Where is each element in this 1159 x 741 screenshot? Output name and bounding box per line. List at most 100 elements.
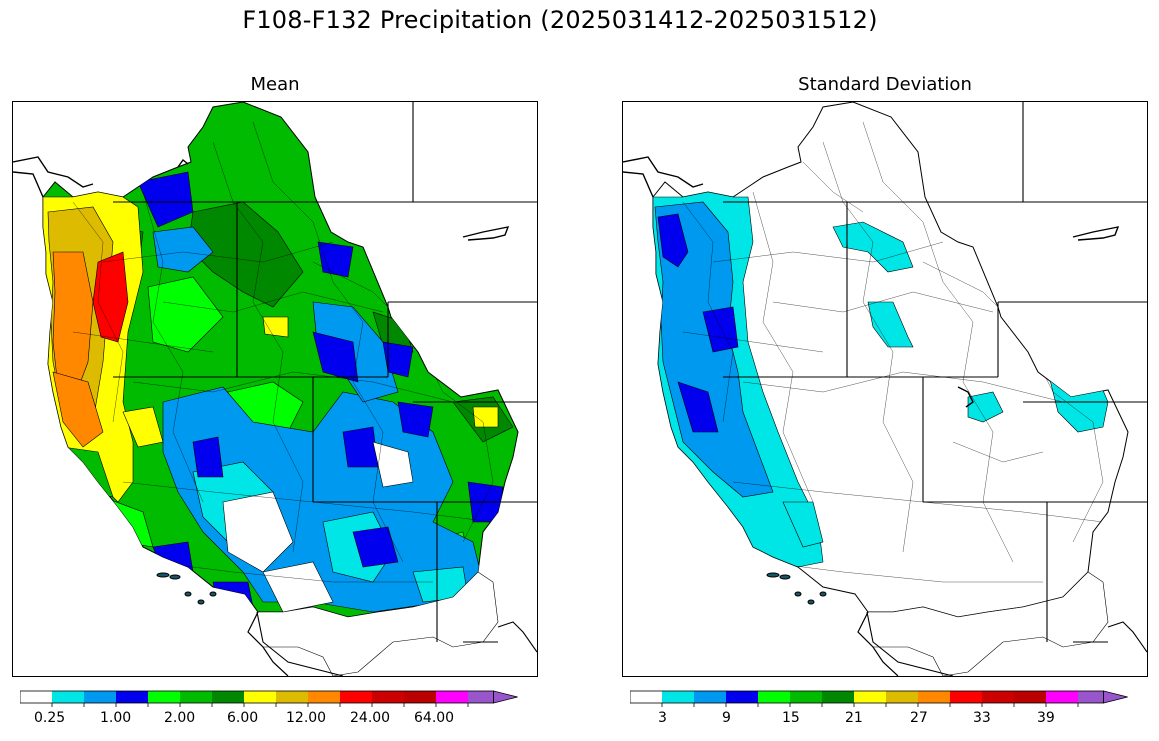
colorbar-outline — [19, 690, 495, 704]
colorbar-swatch — [1046, 691, 1078, 703]
stddev-colorbar-svg — [629, 690, 1128, 707]
colorbar-swatch — [468, 691, 494, 703]
colorbar-swatch — [212, 691, 244, 703]
figure-title: F108-F132 Precipitation (2025031412-2025… — [242, 6, 878, 34]
stddev-state-borders — [723, 102, 1147, 676]
colorbar-swatch — [726, 691, 758, 703]
colorbar-swatch — [436, 691, 468, 703]
mean-zone-bright-green-1 — [147, 276, 224, 353]
mean-zone-white-nevada — [222, 491, 294, 573]
stddev-colorbar — [629, 689, 1140, 729]
mean-tick-label-0: 0.25 — [34, 710, 66, 726]
colorbar-outline — [629, 690, 1105, 704]
mean-zone-orange-ncal — [52, 371, 104, 448]
colorbar-swatch — [662, 691, 694, 703]
mean-tick-label-3: 6.00 — [227, 710, 259, 726]
stddev-tick-label-4: 27 — [910, 710, 928, 726]
mean-zone-blue-nm — [352, 526, 399, 568]
stddev-tick-label-1: 9 — [722, 710, 731, 726]
mean-colorbar-labels: 0.25 1.00 2.00 6.00 12.00 24.00 64.00 — [20, 710, 530, 730]
colorbar-swatch — [758, 691, 790, 703]
colorbar-swatch — [180, 691, 212, 703]
colorbar-swatch — [340, 691, 372, 703]
colorbar-swatch — [1014, 691, 1046, 703]
colorbar-swatch — [20, 691, 52, 703]
stddev-panel: Standard Deviation — [622, 72, 1148, 732]
mean-colorbar-svg — [19, 690, 518, 707]
colorbar-swatch — [404, 691, 436, 703]
stddev-colorbar-ticks — [661, 703, 1079, 707]
mean-colorbar — [19, 689, 530, 729]
mean-map — [12, 101, 538, 677]
mean-zone-blue-socal-2 — [212, 581, 254, 608]
colorbar-swatch — [982, 691, 1014, 703]
colorbar-swatch — [84, 691, 116, 703]
stddev-zone-cyan-wyoming — [867, 301, 914, 348]
stddev-zone-blue-olympics — [657, 213, 689, 268]
mean-zone-yellow-idaho — [262, 316, 289, 338]
stddev-map — [622, 101, 1148, 677]
colorbar-extend-arrow — [493, 690, 518, 704]
stddev-zone-blue-ncal — [677, 381, 719, 433]
colorbar-swatch — [790, 691, 822, 703]
stddev-colorbar-swatches — [629, 690, 1128, 704]
mean-watershed-lines — [72, 121, 494, 583]
mean-panel: Mean — [12, 72, 538, 732]
mean-tick-label-1: 1.00 — [100, 710, 132, 726]
stddev-zone-blue-cascades — [702, 306, 739, 353]
mean-zone-yellow-east — [472, 406, 499, 428]
mean-zone-blue-wyoming-2 — [382, 341, 414, 378]
mean-zone-blue-cascades — [137, 171, 194, 228]
mean-zone-blue-wyoming — [312, 331, 359, 383]
mean-coastline — [13, 156, 510, 241]
mean-panel-title: Mean — [250, 74, 300, 95]
stddev-map-svg — [623, 102, 1147, 676]
mean-tick-label-4: 12.00 — [286, 710, 327, 726]
colorbar-swatch — [1078, 691, 1104, 703]
colorbar-swatch — [276, 691, 308, 703]
mean-zone-blue-colorado-2 — [397, 401, 434, 438]
stddev-channel-islands — [766, 572, 827, 605]
stddev-baja-coast — [857, 611, 899, 676]
stddev-zone-cyan-sierra — [782, 501, 824, 548]
mean-zone-light-blue-idaho — [152, 226, 214, 273]
stddev-panel-title: Standard Deviation — [798, 74, 972, 95]
colorbar-swatch — [116, 691, 148, 703]
colorbar-swatch — [244, 691, 276, 703]
stddev-tick-label-6: 39 — [1037, 710, 1055, 726]
stddev-tick-label-2: 15 — [782, 710, 800, 726]
colorbar-swatch — [854, 691, 886, 703]
mean-colorbar-ticks — [51, 703, 469, 707]
stddev-tick-label-5: 33 — [973, 710, 991, 726]
colorbar-swatch — [918, 691, 950, 703]
mean-zone-blue-montana — [317, 241, 354, 278]
colorbar-swatch — [52, 691, 84, 703]
mean-baja-coast — [247, 611, 289, 676]
stddev-zone-cyan-colorado — [967, 391, 1004, 423]
colorbar-swatch — [886, 691, 918, 703]
colorbar-extend-arrow — [1103, 690, 1128, 704]
mean-zone-yellow-sierra — [122, 406, 164, 448]
colorbar-swatch — [308, 691, 340, 703]
mean-colorbar-swatches — [19, 690, 518, 704]
mean-zone-blue-colorado — [342, 426, 379, 468]
mean-state-borders — [113, 102, 537, 676]
colorbar-swatch — [630, 691, 662, 703]
mean-tick-label-6: 64.00 — [414, 710, 455, 726]
colorbar-swatch — [372, 691, 404, 703]
mean-zone-white-az — [262, 561, 334, 613]
stddev-watershed-lines — [682, 121, 1104, 583]
mean-tick-label-5: 24.00 — [350, 710, 391, 726]
mean-map-svg — [13, 102, 537, 676]
stddev-tick-label-3: 21 — [845, 710, 863, 726]
colorbar-swatch — [822, 691, 854, 703]
stddev-colorbar-labels: 3 9 15 21 27 33 39 — [630, 710, 1140, 730]
mean-zone-blue-socal — [152, 541, 194, 573]
stddev-tick-label-0: 3 — [658, 710, 667, 726]
mean-zone-white-utah — [372, 441, 414, 488]
colorbar-swatch — [950, 691, 982, 703]
mean-tick-label-2: 2.00 — [164, 710, 196, 726]
mean-zone-blue-nevada — [192, 436, 224, 478]
colorbar-swatch — [148, 691, 180, 703]
mean-channel-islands — [156, 572, 217, 605]
